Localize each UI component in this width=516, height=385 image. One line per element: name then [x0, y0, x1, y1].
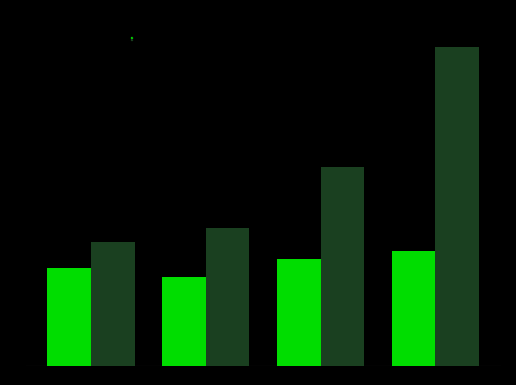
Bar	[436, 47, 479, 366]
Bar	[206, 228, 249, 366]
Bar	[392, 251, 436, 366]
Bar	[162, 277, 206, 366]
Bar	[320, 166, 364, 366]
Bar	[277, 259, 320, 366]
Legend: International students, Share becoming PR: International students, Share becoming P…	[131, 37, 147, 40]
Bar	[47, 268, 91, 366]
Bar	[91, 242, 135, 366]
